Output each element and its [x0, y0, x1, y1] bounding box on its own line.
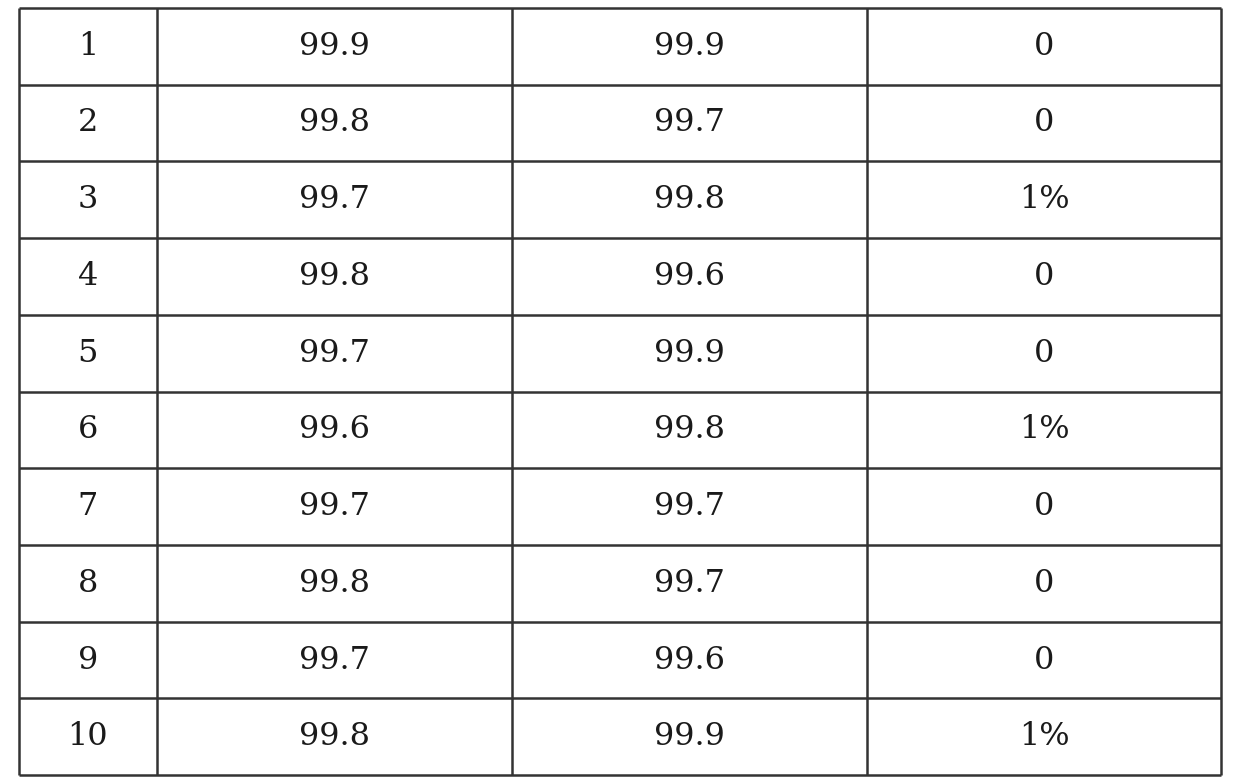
- Text: 8: 8: [78, 568, 98, 599]
- Text: 99.8: 99.8: [299, 107, 370, 139]
- Text: 0: 0: [1034, 491, 1054, 522]
- Text: 3: 3: [78, 184, 98, 215]
- Text: 1%: 1%: [1019, 721, 1069, 752]
- Text: 99.8: 99.8: [299, 721, 370, 752]
- Text: 99.6: 99.6: [653, 261, 724, 292]
- Text: 99.6: 99.6: [653, 644, 724, 676]
- Text: 1: 1: [78, 31, 98, 62]
- Text: 0: 0: [1034, 337, 1054, 369]
- Text: 99.9: 99.9: [653, 337, 724, 369]
- Text: 0: 0: [1034, 31, 1054, 62]
- Text: 99.9: 99.9: [299, 31, 370, 62]
- Text: 0: 0: [1034, 107, 1054, 139]
- Text: 99.7: 99.7: [653, 568, 724, 599]
- Text: 99.8: 99.8: [653, 184, 724, 215]
- Text: 99.8: 99.8: [653, 414, 724, 446]
- Text: 99.6: 99.6: [299, 414, 370, 446]
- Text: 10: 10: [67, 721, 108, 752]
- Text: 99.7: 99.7: [299, 491, 370, 522]
- Text: 0: 0: [1034, 568, 1054, 599]
- Text: 99.8: 99.8: [299, 568, 370, 599]
- Text: 99.7: 99.7: [653, 491, 724, 522]
- Text: 99.7: 99.7: [299, 184, 370, 215]
- Text: 4: 4: [78, 261, 98, 292]
- Text: 1%: 1%: [1019, 184, 1069, 215]
- Text: 99.9: 99.9: [653, 721, 724, 752]
- Text: 2: 2: [78, 107, 98, 139]
- Text: 5: 5: [78, 337, 98, 369]
- Text: 9: 9: [78, 644, 98, 676]
- Text: 6: 6: [78, 414, 98, 446]
- Text: 1%: 1%: [1019, 414, 1069, 446]
- Text: 0: 0: [1034, 644, 1054, 676]
- Text: 0: 0: [1034, 261, 1054, 292]
- Text: 99.9: 99.9: [653, 31, 724, 62]
- Text: 99.7: 99.7: [653, 107, 724, 139]
- Text: 99.7: 99.7: [299, 337, 370, 369]
- Text: 99.7: 99.7: [299, 644, 370, 676]
- Text: 99.8: 99.8: [299, 261, 370, 292]
- Text: 7: 7: [78, 491, 98, 522]
